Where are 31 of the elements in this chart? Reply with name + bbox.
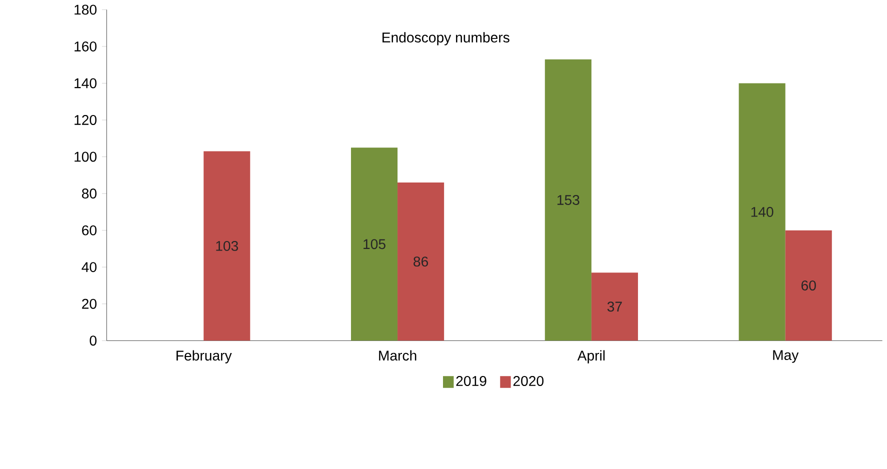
y-tick-label: 160: [74, 41, 97, 52]
bar: [350, 147, 398, 340]
legend-label: 2019: [456, 376, 486, 386]
data-label: 86: [414, 256, 428, 266]
data-label: 60: [802, 280, 816, 290]
legend-label: 2020: [513, 376, 544, 386]
y-tick-label: 40: [82, 262, 97, 272]
y-tick-label: 180: [74, 4, 97, 15]
data-label: 103: [216, 240, 238, 251]
data-label: 153: [557, 194, 580, 205]
y-tick-label: 120: [74, 114, 97, 125]
data-label: 105: [364, 238, 386, 249]
y-tick-label: 100: [74, 152, 97, 162]
y-tick-label: 20: [82, 298, 97, 309]
bar: [398, 182, 444, 340]
x-tick-label: May: [773, 350, 799, 363]
bar: [544, 59, 592, 340]
bar: [738, 83, 786, 340]
x-tick-label: April: [577, 350, 605, 364]
text: Endoscopy numbers: [382, 32, 510, 46]
x-tick-label: February: [176, 350, 232, 364]
y-tick-label: 0: [90, 335, 97, 346]
y-tick-label: 60: [82, 225, 97, 236]
y-tick-label: 80: [82, 188, 97, 198]
bar: [591, 272, 638, 340]
bar: [204, 151, 250, 340]
x-tick-label: March: [379, 350, 416, 360]
data-label: 37: [607, 301, 622, 312]
y-tick-label: 140: [74, 78, 97, 88]
bar: [785, 230, 832, 340]
data-label: 140: [751, 206, 774, 217]
